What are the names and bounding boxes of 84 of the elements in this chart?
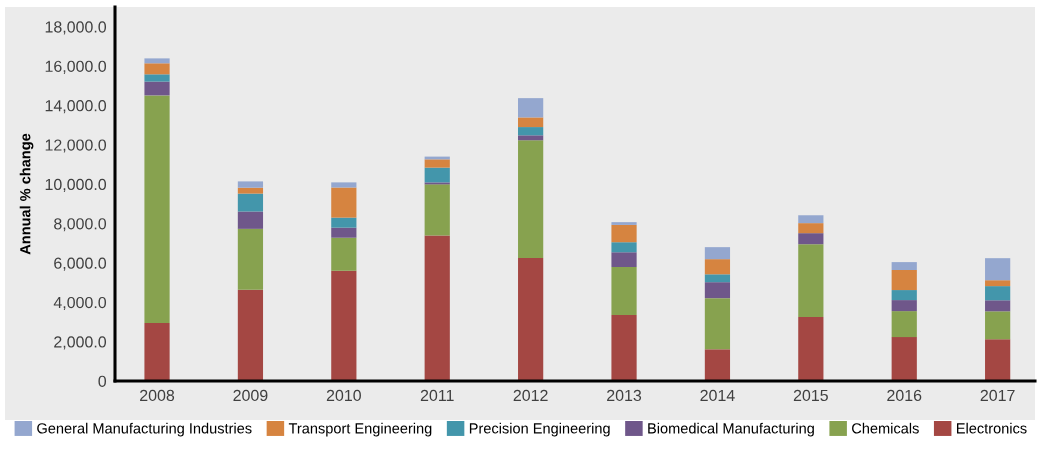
- bar: [144, 95, 170, 323]
- x-tick-label: 2010: [326, 389, 361, 402]
- bar: [237, 193, 264, 212]
- bar: [798, 317, 824, 381]
- bar: [985, 280, 1011, 287]
- bar: [331, 227, 357, 238]
- bar: [985, 258, 1011, 281]
- y-tick-label: 2,000.0: [54, 336, 107, 350]
- bar: [518, 140, 544, 258]
- bar: [704, 282, 731, 299]
- bar: [891, 269, 917, 291]
- bar: [518, 98, 544, 118]
- legend-label: Biomedical Manufacturing: [648, 422, 814, 437]
- bar: [985, 311, 1011, 340]
- bar: [331, 270, 357, 381]
- bar: [798, 223, 824, 234]
- y-tick-label: 18,000.0: [45, 21, 107, 35]
- bar: [237, 228, 264, 290]
- y-tick-label: 14,000.0: [45, 100, 107, 114]
- x-tick-label: 2012: [513, 389, 548, 402]
- bar: [985, 339, 1011, 381]
- bar: [611, 224, 637, 243]
- bar: [798, 215, 824, 224]
- bar: [144, 74, 170, 82]
- x-tick-label: 2013: [607, 389, 642, 402]
- x-tick-label: 2017: [980, 389, 1015, 402]
- bar: [798, 244, 824, 318]
- bar: [704, 298, 731, 350]
- legend-label: Transport Engineering: [288, 422, 432, 437]
- bar: [704, 274, 731, 283]
- legend-label: Chemicals: [852, 422, 919, 434]
- bar: [424, 184, 450, 236]
- x-tick-label: 2015: [793, 389, 828, 402]
- bar: [985, 286, 1011, 301]
- x-tick-label: 2011: [420, 389, 454, 402]
- bar: [891, 337, 917, 381]
- x-tick-label: 2008: [140, 389, 175, 402]
- bar: [237, 181, 264, 188]
- bar: [891, 290, 917, 301]
- bar: [424, 167, 450, 183]
- y-tick-label: 0: [98, 375, 107, 387]
- bar: [704, 247, 731, 260]
- bar: [144, 322, 170, 381]
- bar: [331, 187, 357, 218]
- bar: [144, 63, 170, 75]
- bar: [144, 58, 170, 64]
- y-tick-label: 10,000.0: [45, 178, 107, 192]
- bar: [985, 300, 1011, 312]
- bar: [891, 300, 917, 312]
- bar: [424, 235, 450, 381]
- bar: [518, 135, 544, 141]
- bar: [331, 237, 357, 271]
- bar: [237, 187, 264, 194]
- bar: [518, 127, 544, 136]
- y-tick-label: 4,000.0: [53, 296, 107, 311]
- y-tick-label: 6,000.0: [54, 257, 107, 271]
- bar: [518, 257, 544, 381]
- bar: [331, 182, 357, 188]
- bar: [611, 222, 637, 225]
- bar: [704, 349, 731, 381]
- y-tick-label: 12,000.0: [45, 139, 107, 153]
- bar: [237, 211, 264, 229]
- y-tick-label: 8,000.0: [54, 218, 107, 232]
- bar: [798, 233, 824, 245]
- bar: [891, 311, 917, 338]
- x-tick-label: 2009: [233, 389, 268, 402]
- bar: [237, 289, 264, 381]
- bar: [611, 242, 637, 253]
- bar: [518, 117, 544, 128]
- bar: [611, 315, 637, 381]
- bar: [611, 267, 637, 316]
- y-tick-label: 16,000.0: [45, 60, 107, 74]
- bar: [424, 159, 450, 168]
- x-tick-label: 2014: [700, 389, 735, 402]
- bar: [611, 252, 637, 268]
- y-axis-title: Annual % change: [19, 133, 34, 255]
- bar: [891, 262, 917, 270]
- bar: [144, 81, 170, 96]
- bar: [704, 259, 731, 275]
- legend-label: General Manufacturing Industries: [37, 422, 252, 437]
- bar: [331, 217, 357, 228]
- x-tick-label: 2016: [887, 389, 922, 402]
- legend-label: Precision Engineering: [469, 422, 610, 437]
- legend-label: Electronics: [957, 422, 1027, 434]
